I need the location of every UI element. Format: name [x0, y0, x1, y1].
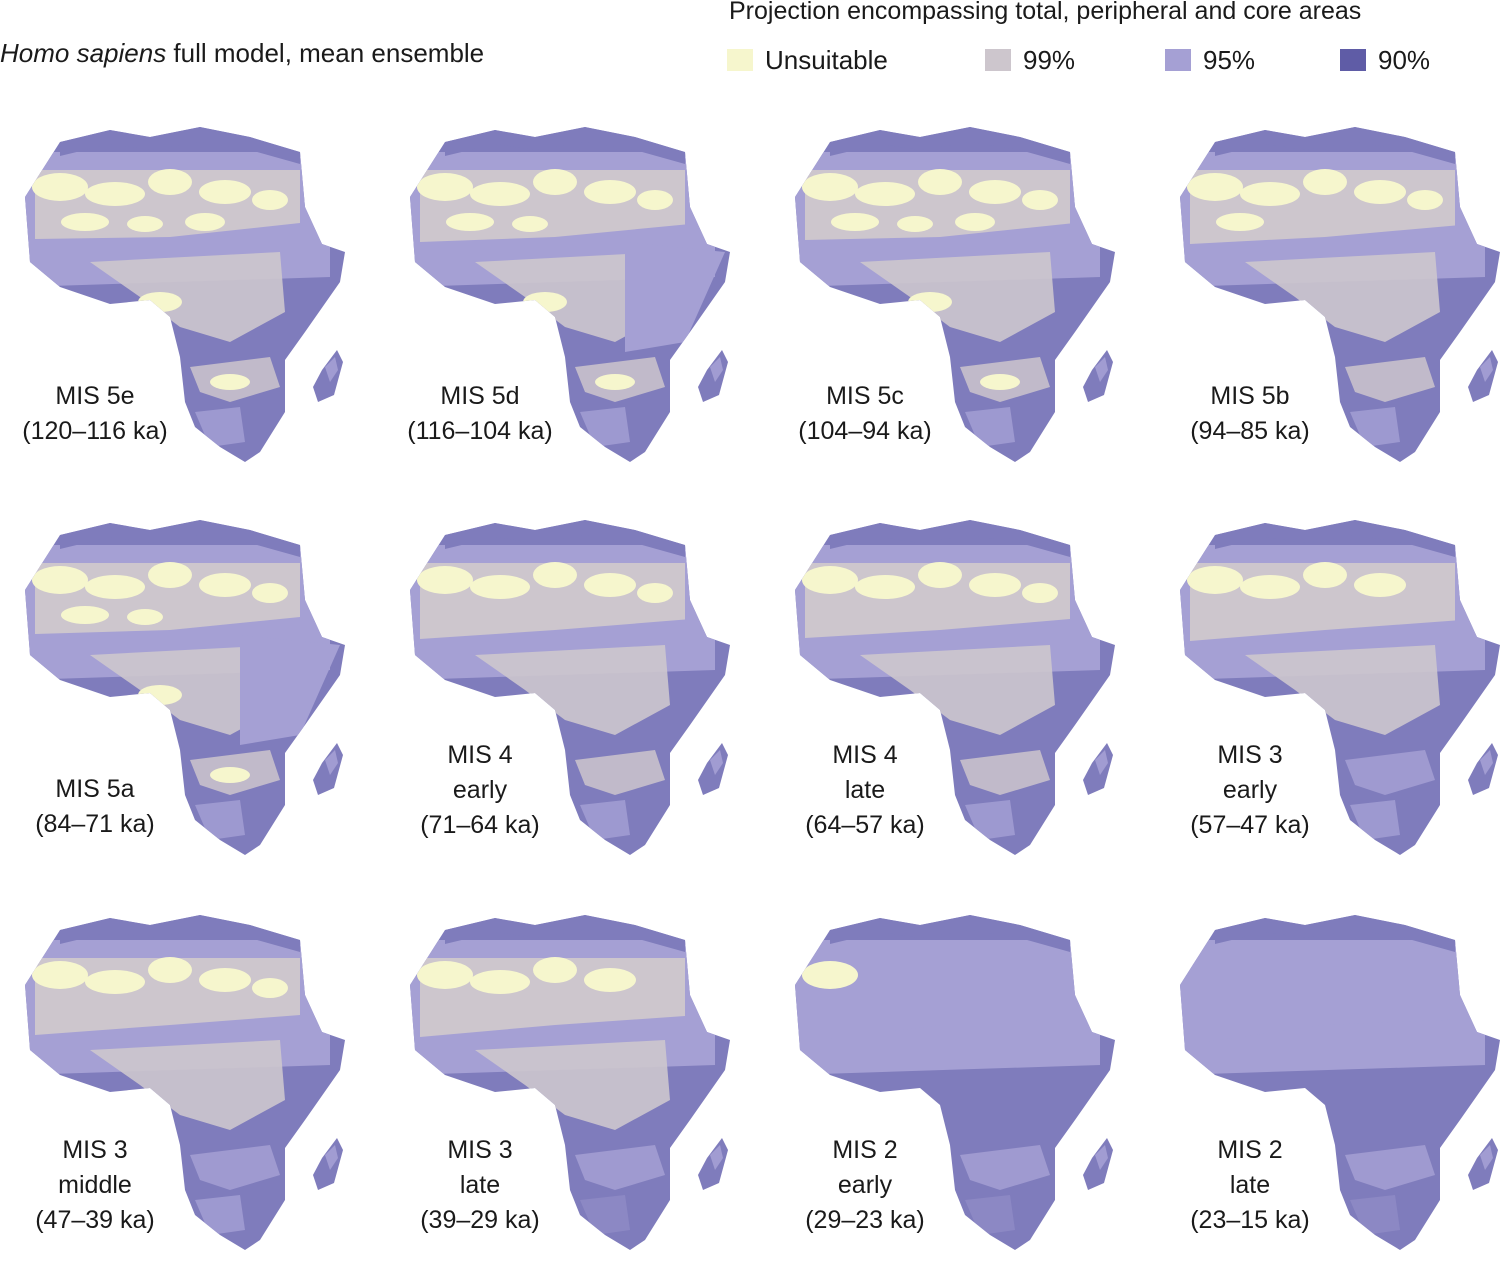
species-name: Homo sapiens	[0, 38, 167, 68]
map-panel: MIS 5e (120–116 ka)	[0, 112, 375, 492]
period-label-line: (116–104 ka)	[407, 417, 553, 445]
period-label-line: MIS 2	[1217, 1136, 1283, 1164]
legend-title: Projection encompassing total, periphera…	[729, 0, 1362, 25]
map-panel: MIS 5c (104–94 ka)	[770, 112, 1145, 492]
suitability-zones	[1180, 520, 1485, 840]
suitability-zones	[25, 520, 340, 840]
africa-map	[1180, 520, 1500, 855]
legend-item-95: 95%	[1165, 44, 1255, 76]
period-label-line: (120–116 ka)	[22, 417, 168, 445]
legend-item-99: 99%	[985, 44, 1075, 76]
map-panel: MIS 2 late (23–15 ka)	[1155, 900, 1502, 1280]
period-label-line: MIS 2	[832, 1136, 898, 1164]
period-label-line: (23–15 ka)	[1190, 1206, 1310, 1234]
period-label-line: MIS 4	[447, 741, 513, 769]
period-label: MIS 5a (84–71 ka)	[0, 772, 190, 842]
map-panel: MIS 5a (84–71 ka)	[0, 505, 375, 885]
suitability-zones	[1180, 915, 1485, 1235]
period-label-line: MIS 5d	[440, 382, 520, 410]
legend-label-90: 90%	[1378, 44, 1431, 75]
suitability-zones	[795, 915, 1100, 1235]
period-label: MIS 5b (94–85 ka)	[1155, 379, 1345, 449]
africa-map	[25, 127, 345, 462]
legend-item-unsuitable: Unsuitable	[727, 44, 888, 76]
period-label: MIS 3 early (57–47 ka)	[1155, 738, 1345, 843]
suitability-zones	[795, 127, 1100, 447]
period-label-line: early	[837, 1171, 893, 1199]
period-label-line: (94–85 ka)	[1190, 417, 1310, 445]
map-panel: MIS 2 early (29–23 ka)	[770, 900, 1145, 1280]
period-label-line: MIS 5a	[55, 775, 135, 803]
africa-map	[410, 915, 730, 1250]
period-label-line: MIS 3	[447, 1136, 513, 1164]
africa-map	[795, 915, 1115, 1250]
legend-swatch-95	[1165, 49, 1191, 71]
period-label-line: early	[1222, 776, 1278, 804]
legend-label-unsuitable: Unsuitable	[765, 44, 888, 75]
legend-swatch-unsuitable	[727, 49, 753, 71]
suitability-zones	[410, 520, 715, 840]
period-label: MIS 5d (116–104 ka)	[385, 379, 575, 449]
period-label-line: MIS 5c	[826, 382, 904, 410]
period-label-line: (104–94 ka)	[798, 417, 932, 445]
period-label: MIS 2 late (23–15 ka)	[1155, 1133, 1345, 1238]
map-panel: MIS 5b (94–85 ka)	[1155, 112, 1502, 492]
period-label-line: (47–39 ka)	[35, 1206, 155, 1234]
period-label: MIS 4 early (71–64 ka)	[385, 738, 575, 843]
period-label-line: (57–47 ka)	[1190, 811, 1310, 839]
suitability-zones	[25, 915, 330, 1235]
period-label: MIS 4 late (64–57 ka)	[770, 738, 960, 843]
map-panel: MIS 4 late (64–57 ka)	[770, 505, 1145, 885]
map-panel: MIS 3 early (57–47 ka)	[1155, 505, 1502, 885]
africa-map	[1180, 915, 1500, 1250]
period-label: MIS 5e (120–116 ka)	[0, 379, 190, 449]
period-label-line: late	[459, 1171, 501, 1199]
suitability-zones	[25, 127, 330, 447]
map-panel: MIS 3 middle (47–39 ka)	[0, 900, 375, 1280]
period-label-line: MIS 3	[1217, 741, 1283, 769]
map-panel: MIS 3 late (39–29 ka)	[385, 900, 760, 1280]
subtitle-rest: full model, mean ensemble	[166, 38, 485, 68]
period-label-line: (29–23 ka)	[805, 1206, 925, 1234]
legend-item-90: 90%	[1340, 44, 1430, 76]
period-label: MIS 3 late (39–29 ka)	[385, 1133, 575, 1238]
period-label-line: MIS 3	[62, 1136, 128, 1164]
period-label-line: middle	[58, 1171, 132, 1199]
africa-map	[410, 520, 730, 855]
figure-subtitle: Homo sapiens full model, mean ensemble	[0, 38, 484, 69]
africa-map	[25, 915, 345, 1250]
suitability-zones	[1180, 127, 1485, 447]
period-label-line: late	[844, 776, 886, 804]
map-panel: MIS 5d (116–104 ka)	[385, 112, 760, 492]
period-label-line: (64–57 ka)	[805, 811, 925, 839]
legend-swatch-90	[1340, 49, 1366, 71]
africa-map	[795, 520, 1115, 855]
africa-map	[410, 127, 730, 462]
period-label-line: late	[1229, 1171, 1271, 1199]
period-label-line: early	[452, 776, 508, 804]
legend-label-99: 99%	[1023, 44, 1076, 75]
africa-map	[25, 520, 345, 855]
period-label-line: MIS 5e	[55, 382, 135, 410]
map-panel: MIS 4 early (71–64 ka)	[385, 505, 760, 885]
suitability-zones	[410, 915, 715, 1235]
legend-label-95: 95%	[1203, 44, 1256, 75]
period-label-line: (84–71 ka)	[35, 810, 155, 838]
period-label: MIS 2 early (29–23 ka)	[770, 1133, 960, 1238]
period-label: MIS 3 middle (47–39 ka)	[0, 1133, 190, 1238]
suitability-zones	[410, 127, 725, 447]
period-label-line: (39–29 ka)	[420, 1206, 540, 1234]
africa-map	[795, 127, 1115, 462]
period-label-line: MIS 4	[832, 741, 898, 769]
period-label-line: MIS 5b	[1210, 382, 1290, 410]
period-label-line: (71–64 ka)	[420, 811, 540, 839]
africa-map	[1180, 127, 1500, 462]
suitability-zones	[795, 520, 1100, 840]
period-label: MIS 5c (104–94 ka)	[770, 379, 960, 449]
legend-swatch-99	[985, 49, 1011, 71]
